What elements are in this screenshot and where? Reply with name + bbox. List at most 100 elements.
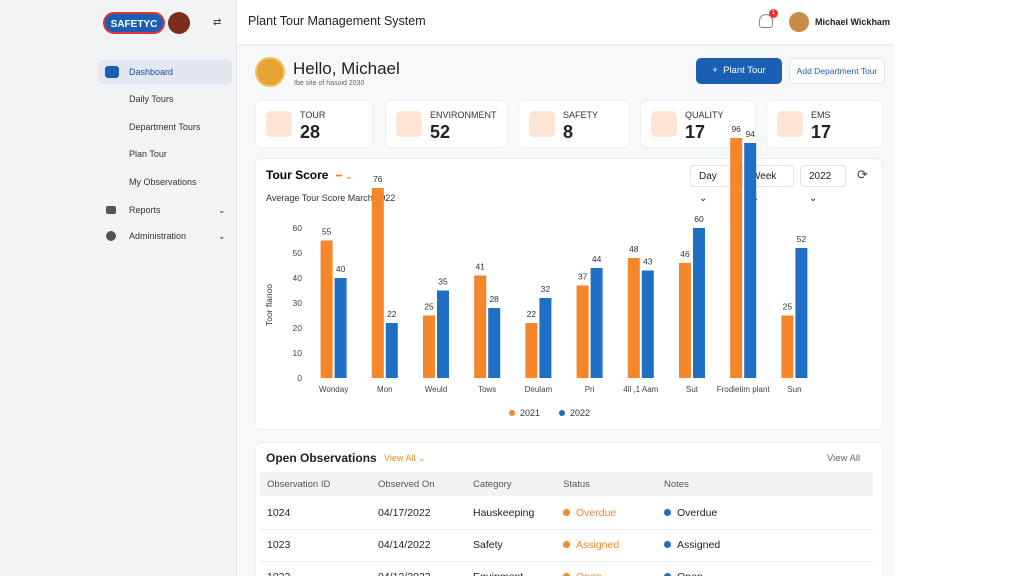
- data-label: 40: [336, 264, 346, 274]
- right-margin: [894, 0, 1024, 576]
- data-label: 52: [797, 234, 807, 244]
- stat-card[interactable]: EMS 17: [766, 100, 883, 148]
- data-label: 94: [745, 129, 755, 139]
- y-tick-label: 40: [293, 273, 303, 283]
- table-header: [260, 472, 873, 496]
- bar: [576, 285, 589, 378]
- y-axis-label: Toor flanoo: [264, 284, 274, 326]
- stat-label: EMS: [811, 110, 831, 120]
- stat-icon: [396, 111, 422, 137]
- nav-item[interactable]: Reports ⌄: [98, 198, 232, 222]
- y-tick-label: 20: [293, 323, 303, 333]
- status-dot: [563, 541, 570, 548]
- logo: SAFETYC: [103, 12, 165, 34]
- view-all-dropdown[interactable]: View All ⌄: [384, 453, 426, 463]
- nav-icon: [106, 231, 116, 241]
- notification-badge: 1: [769, 9, 778, 18]
- nav-item[interactable]: Daily Tours: [129, 94, 174, 104]
- nav-label: Dashboard: [129, 67, 174, 77]
- stat-value: 17: [811, 122, 832, 142]
- status-dot: [664, 509, 671, 516]
- app-title: Plant Tour Management System: [248, 14, 426, 28]
- status-text: Open: [677, 571, 703, 576]
- section-title: Open Observations: [266, 451, 377, 465]
- plant-tour-button[interactable]: + Plant Tour: [696, 58, 782, 84]
- x-tick-label: Pri: [585, 385, 595, 394]
- stat-icon: [777, 111, 803, 137]
- stat-value: 17: [685, 122, 706, 142]
- status-dot: [664, 541, 671, 548]
- greeting: Hello, Michael: [293, 59, 400, 78]
- x-tick-label: Sut: [686, 385, 699, 394]
- nav-icon: [105, 66, 119, 78]
- nav-label: Reports: [129, 205, 161, 215]
- x-tick-label: Tows: [478, 385, 496, 394]
- stat-card[interactable]: TOUR 28: [255, 100, 373, 148]
- link-label: View All: [384, 453, 416, 463]
- bar: [679, 263, 691, 378]
- data-label: 37: [578, 272, 588, 282]
- filter-select[interactable]: 2022 ⌄: [800, 165, 846, 204]
- nav-item[interactable]: Plan Tour: [129, 149, 167, 159]
- bar: [641, 270, 654, 378]
- x-tick-label: Mon: [377, 385, 393, 394]
- data-label: 35: [438, 277, 448, 287]
- button-label: Plant Tour: [723, 65, 766, 76]
- status-cell: Open: [563, 571, 602, 576]
- table-cell: Safety: [473, 539, 503, 551]
- bar: [488, 308, 501, 378]
- y-tick-label: 10: [293, 348, 303, 358]
- top-bar: Plant Tour Management System 1 Michael W…: [237, 0, 894, 45]
- nav-item[interactable]: Department Tours: [129, 122, 201, 132]
- stat-value: 52: [430, 122, 451, 142]
- x-tick-label: Weuld: [425, 385, 448, 394]
- data-label: 96: [731, 124, 741, 134]
- view-all-link[interactable]: View All: [827, 453, 861, 464]
- refresh-icon[interactable]: ⟳: [857, 167, 868, 182]
- status-cell: Overdue: [664, 507, 717, 519]
- x-tick-label: Frodietim plant: [717, 385, 771, 394]
- greeting-subtitle: Ibe site of hasoid 2030: [294, 80, 365, 87]
- chart-title: Tour Score: [266, 168, 329, 182]
- bell-icon[interactable]: [759, 14, 773, 28]
- data-label: 22: [387, 309, 397, 319]
- bar: [693, 228, 705, 378]
- stat-label: ENVIRONMENT: [430, 110, 497, 120]
- table-row[interactable]: [260, 497, 873, 530]
- avatar: [255, 57, 285, 87]
- chart-dropdown[interactable]: ━ ⌄: [335, 171, 353, 182]
- stat-card[interactable]: SAFETY 8: [518, 100, 630, 148]
- stat-label: TOUR: [300, 110, 326, 120]
- nav-item[interactable]: Dashboard: [98, 60, 232, 84]
- chevron: ⌄: [218, 205, 226, 215]
- status-text: Assigned: [576, 539, 620, 551]
- bar: [539, 298, 552, 378]
- observations-panel: [255, 442, 883, 576]
- y-tick-label: 0: [297, 373, 302, 383]
- data-label: 22: [527, 309, 537, 319]
- filter-label: Day: [699, 171, 717, 182]
- bar: [334, 278, 347, 378]
- data-label: 32: [541, 284, 551, 294]
- nav-label: Administration: [129, 231, 187, 241]
- status-cell: Open: [664, 571, 703, 576]
- add-department-tour-button[interactable]: Add Department Tour: [789, 58, 885, 84]
- bar: [590, 268, 603, 378]
- data-label: 48: [629, 244, 639, 254]
- user-name[interactable]: Michael Wickham: [815, 17, 890, 27]
- table-cell: 1022: [267, 571, 290, 576]
- data-label: 60: [694, 214, 704, 224]
- avatar[interactable]: [789, 12, 809, 32]
- data-label: 55: [322, 227, 332, 237]
- status-cell: Assigned: [563, 539, 619, 551]
- nav-item[interactable]: Administration ⌄: [98, 224, 232, 248]
- stat-icon: [529, 111, 555, 137]
- bar: [525, 323, 538, 378]
- stat-card[interactable]: ENVIRONMENT 52: [385, 100, 508, 148]
- nav-item[interactable]: My Observations: [129, 177, 197, 187]
- table-row[interactable]: [260, 529, 873, 562]
- stat-label: QUALITY: [685, 110, 724, 120]
- status-dot: [563, 509, 570, 516]
- collapse-icon[interactable]: ⇄: [213, 17, 222, 28]
